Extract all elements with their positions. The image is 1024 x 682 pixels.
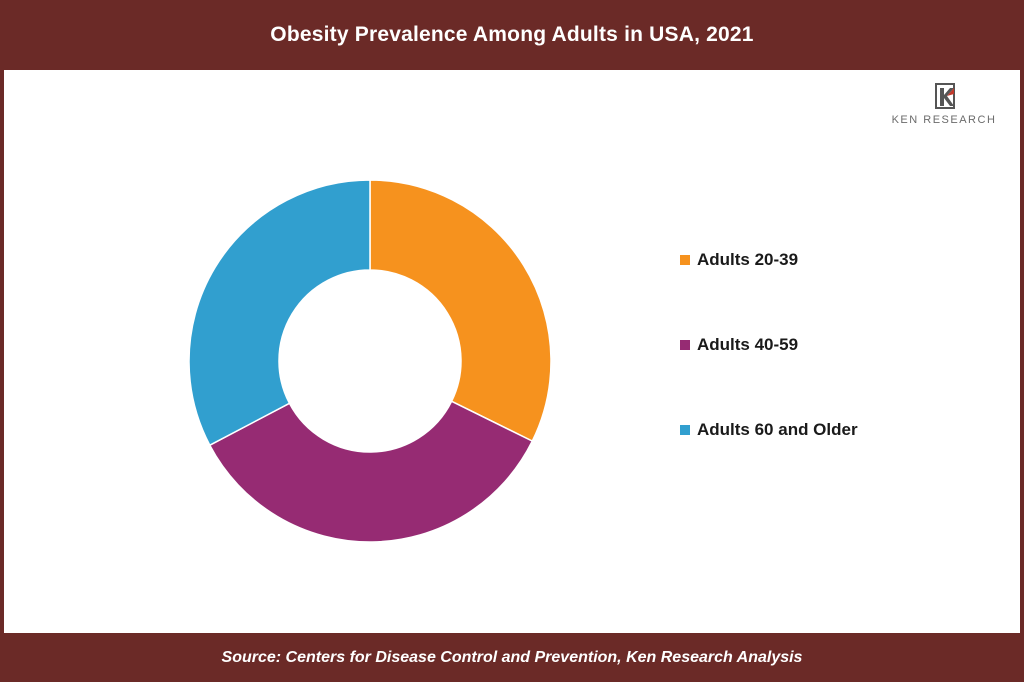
legend-label: Adults 60 and Older — [697, 420, 858, 439]
donut-slice-adults-20-39 — [369, 179, 552, 443]
legend-item-adults-20-39: Adults 20-39 — [680, 248, 798, 272]
ken-research-logo-icon — [935, 83, 955, 109]
legend-swatch-purple — [680, 340, 690, 350]
legend-swatch-blue — [680, 425, 690, 435]
donut-slice-adults-40-59 — [208, 400, 534, 543]
legend-swatch-orange — [680, 255, 690, 265]
chart-title: Obesity Prevalence Among Adults in USA, … — [270, 23, 754, 46]
donut-chart — [188, 179, 552, 543]
legend-label: Adults 40-59 — [697, 335, 799, 354]
ken-research-logo: KEN RESEARCH — [874, 82, 1014, 132]
legend-label: Adults 20-39 — [697, 250, 799, 269]
legend-item-adults-60-and-older: Adults 60 and Older — [680, 418, 858, 442]
donut-slice-adults-60-and-older — [188, 179, 371, 447]
footer-bar: Source: Centers for Disease Control and … — [0, 633, 1024, 682]
header-bar: Obesity Prevalence Among Adults in USA, … — [0, 0, 1024, 70]
chart-panel: KEN RESEARCH Adults 20-39 Adults 40-59 A… — [4, 70, 1020, 633]
source-note: Source: Centers for Disease Control and … — [221, 648, 803, 666]
legend-item-adults-40-59: Adults 40-59 — [680, 333, 798, 357]
logo-brand-text: KEN RESEARCH — [891, 114, 997, 126]
